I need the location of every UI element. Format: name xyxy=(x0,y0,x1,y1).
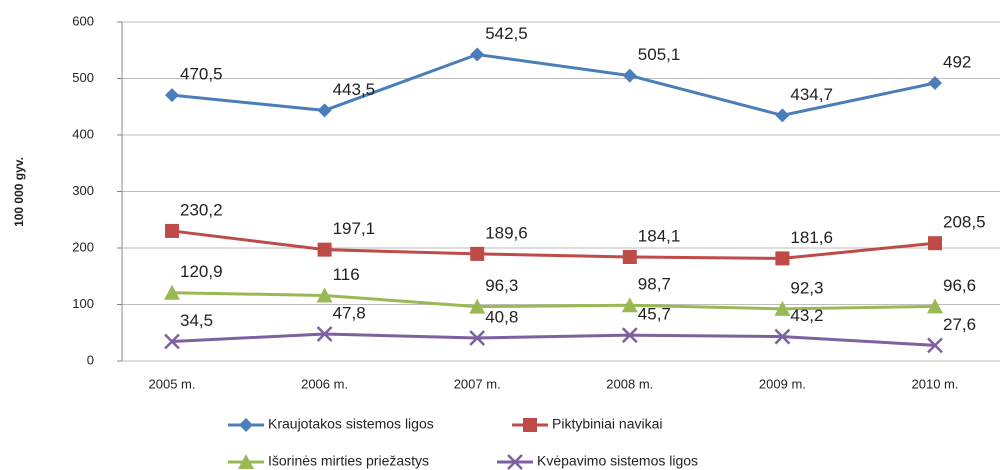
data-label: 184,1 xyxy=(638,226,681,245)
legend-marker xyxy=(507,454,523,470)
data-point xyxy=(928,76,942,91)
data-point xyxy=(621,297,638,313)
data-point xyxy=(165,223,179,238)
data-point xyxy=(774,300,791,316)
data-point xyxy=(317,242,332,257)
legend-label: Piktybiniai navikai xyxy=(552,416,663,432)
data-point xyxy=(469,298,486,314)
legend-marker xyxy=(523,418,537,432)
data-point xyxy=(775,251,790,266)
y-axis-label: 100 000 gyv. xyxy=(12,157,26,227)
data-label: 181,6 xyxy=(790,228,833,247)
x-tick-label: 2005 m. xyxy=(149,376,196,391)
legend-label: Kvėpavimo sistemos ligos xyxy=(537,453,698,469)
data-point xyxy=(927,298,943,314)
data-label: 189,6 xyxy=(485,223,528,242)
data-label: 47,8 xyxy=(333,303,366,322)
data-label: 34,5 xyxy=(180,311,213,330)
data-point xyxy=(470,47,485,62)
x-tick-label: 2009 m. xyxy=(759,376,806,391)
data-point xyxy=(621,327,638,344)
x-tick-label: 2008 m. xyxy=(606,376,653,391)
series-line xyxy=(171,229,936,260)
data-label: 197,1 xyxy=(333,219,376,238)
data-label: 116 xyxy=(333,265,360,284)
data-point xyxy=(622,249,637,264)
legend-marker xyxy=(239,418,253,432)
data-label: 542,5 xyxy=(485,24,528,43)
y-tick-label: 600 xyxy=(72,13,94,28)
data-label: 98,7 xyxy=(638,275,671,294)
data-label: 443,5 xyxy=(333,80,376,99)
data-label: 470,5 xyxy=(180,65,223,84)
y-tick-label: 200 xyxy=(72,239,94,254)
series-line xyxy=(171,52,936,117)
data-label: 120,9 xyxy=(180,262,223,281)
data-label: 434,7 xyxy=(790,85,833,104)
x-tick-label: 2010 m. xyxy=(912,376,959,391)
data-point xyxy=(164,333,180,350)
data-point xyxy=(775,108,790,123)
data-point xyxy=(316,287,333,303)
data-point xyxy=(316,326,333,342)
data-label: 92,3 xyxy=(790,278,823,297)
series-line xyxy=(171,291,936,311)
data-point xyxy=(164,284,180,300)
data-label: 492 xyxy=(943,53,971,72)
y-tick-label: 300 xyxy=(72,183,94,198)
legend-label: Išorinės mirties priežastys xyxy=(268,453,429,469)
y-tick-label: 400 xyxy=(72,126,94,141)
y-tick-label: 0 xyxy=(87,352,94,367)
data-label: 40,8 xyxy=(485,307,518,326)
data-point xyxy=(165,88,179,103)
data-point xyxy=(928,236,942,251)
series-line xyxy=(171,332,936,347)
y-tick-label: 100 xyxy=(72,296,94,311)
data-point xyxy=(469,330,486,346)
data-label: 45,7 xyxy=(638,305,671,324)
data-label: 230,2 xyxy=(180,200,223,219)
legend-marker xyxy=(238,454,254,469)
data-point xyxy=(470,246,485,261)
data-point xyxy=(927,337,943,354)
x-tick-label: 2006 m. xyxy=(301,376,348,391)
data-label: 208,5 xyxy=(943,213,986,232)
data-point xyxy=(317,103,332,118)
data-point xyxy=(622,68,637,83)
data-label: 27,6 xyxy=(943,315,976,334)
y-tick-label: 500 xyxy=(72,70,94,85)
legend-label: Kraujotakos sistemos ligos xyxy=(268,416,434,432)
data-point xyxy=(774,328,791,345)
data-label: 96,3 xyxy=(485,276,518,295)
x-tick-label: 2007 m. xyxy=(454,376,501,391)
data-label: 43,2 xyxy=(790,306,823,325)
data-label: 505,1 xyxy=(638,45,681,64)
data-label: 96,6 xyxy=(943,276,976,295)
